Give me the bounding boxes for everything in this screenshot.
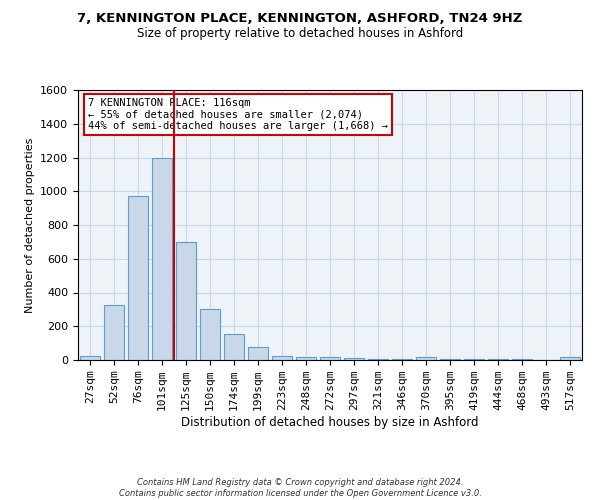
Y-axis label: Number of detached properties: Number of detached properties	[25, 138, 35, 312]
Bar	[320, 358, 340, 360]
Bar	[344, 358, 364, 360]
Bar	[368, 358, 388, 360]
Bar	[248, 346, 268, 360]
Bar	[104, 305, 124, 360]
Text: 7 KENNINGTON PLACE: 116sqm
← 55% of detached houses are smaller (2,074)
44% of s: 7 KENNINGTON PLACE: 116sqm ← 55% of deta…	[88, 98, 388, 132]
X-axis label: Distribution of detached houses by size in Ashford: Distribution of detached houses by size …	[181, 416, 479, 429]
Bar	[560, 358, 580, 360]
Bar	[176, 242, 196, 360]
Bar	[200, 308, 220, 360]
Text: Contains HM Land Registry data © Crown copyright and database right 2024.
Contai: Contains HM Land Registry data © Crown c…	[119, 478, 481, 498]
Bar	[416, 356, 436, 360]
Bar	[80, 356, 100, 360]
Bar	[152, 158, 172, 360]
Text: Size of property relative to detached houses in Ashford: Size of property relative to detached ho…	[137, 28, 463, 40]
Text: 7, KENNINGTON PLACE, KENNINGTON, ASHFORD, TN24 9HZ: 7, KENNINGTON PLACE, KENNINGTON, ASHFORD…	[77, 12, 523, 26]
Bar	[440, 359, 460, 360]
Bar	[392, 359, 412, 360]
Bar	[296, 357, 316, 360]
Bar	[272, 356, 292, 360]
Bar	[128, 196, 148, 360]
Bar	[464, 359, 484, 360]
Bar	[224, 334, 244, 360]
